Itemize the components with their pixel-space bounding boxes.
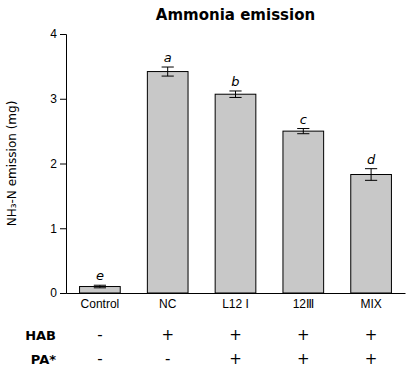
x-tick-label: L12 I [222, 297, 249, 311]
row-sign: + [297, 350, 310, 368]
x-tick: NC [159, 297, 177, 311]
significance-letter: e [96, 268, 104, 283]
row-sign: + [365, 350, 378, 368]
y-tick-label: 2 [50, 157, 57, 171]
y-tick: 2 [50, 157, 66, 171]
chart-container: 01234ControlNCL12 I12ⅢMIXeabcdHAB-++++PA… [0, 0, 419, 379]
x-tick: MIX [360, 297, 381, 311]
y-tick-mark [60, 293, 66, 294]
x-axis-line [67, 293, 406, 294]
bar [147, 72, 188, 293]
significance-letter: d [367, 152, 376, 167]
pa-row: PA* - - + + + [31, 350, 378, 368]
hab-row: HAB - + + + + [25, 326, 377, 344]
x-tick-label: Control [81, 297, 120, 311]
y-axis: 0 1 2 3 4 [50, 27, 66, 300]
row-sign: - [97, 350, 102, 368]
y-tick: 3 [50, 92, 66, 106]
x-axis: Control NC L12 I 12Ⅲ MIX [67, 294, 406, 311]
x-tick: 12Ⅲ [293, 297, 314, 311]
error-bar [94, 285, 106, 288]
marks [80, 67, 392, 293]
significance-letter: b [231, 74, 239, 89]
bar [351, 175, 392, 293]
y-tick-label: 4 [50, 27, 57, 41]
y-tick-mark [60, 228, 66, 229]
letters: e a b c d [96, 50, 376, 283]
y-tick-mark [60, 164, 66, 165]
row-sign: + [161, 326, 174, 344]
y-tick-label: 1 [50, 222, 57, 236]
row-sign: + [229, 326, 242, 344]
error-bar [297, 129, 309, 134]
significance-letter: c [300, 112, 307, 127]
y-tick-label: 0 [50, 286, 57, 300]
y-tick: 0 [50, 286, 66, 300]
y-tick-label: 3 [50, 92, 57, 106]
row-sign: + [365, 326, 378, 344]
row-sign: + [229, 350, 242, 368]
x-tick: Control [81, 297, 120, 311]
y-tick: 1 [50, 222, 66, 236]
row-sign: - [97, 326, 102, 344]
chart: 01234ControlNCL12 I12ⅢMIXeabcdHAB-++++PA… [0, 0, 419, 379]
y-tick-mark [60, 34, 66, 35]
bar [283, 131, 324, 293]
y-tick-mark [60, 99, 66, 100]
error-bar [365, 169, 377, 181]
x-tick-label: NC [159, 297, 177, 311]
row-label: PA* [31, 352, 56, 367]
y-axis-title: NH₃-N emission (mg) [5, 101, 19, 227]
row-label: HAB [25, 328, 56, 343]
x-tick-label: MIX [360, 297, 381, 311]
significance-letter: a [164, 50, 172, 65]
error-bar [162, 67, 174, 76]
y-tick: 4 [50, 27, 66, 41]
row-sign: + [297, 326, 310, 344]
bar [215, 94, 256, 293]
y-axis-line [60, 35, 67, 294]
x-tick: L12 I [222, 297, 249, 311]
error-bar [229, 91, 241, 97]
row-sign: - [165, 350, 170, 368]
x-tick-label: 12Ⅲ [293, 297, 314, 311]
plot-area: 01234ControlNCL12 I12ⅢMIXeabcdHAB-++++PA… [25, 27, 405, 368]
title: Ammonia emission [156, 6, 315, 24]
